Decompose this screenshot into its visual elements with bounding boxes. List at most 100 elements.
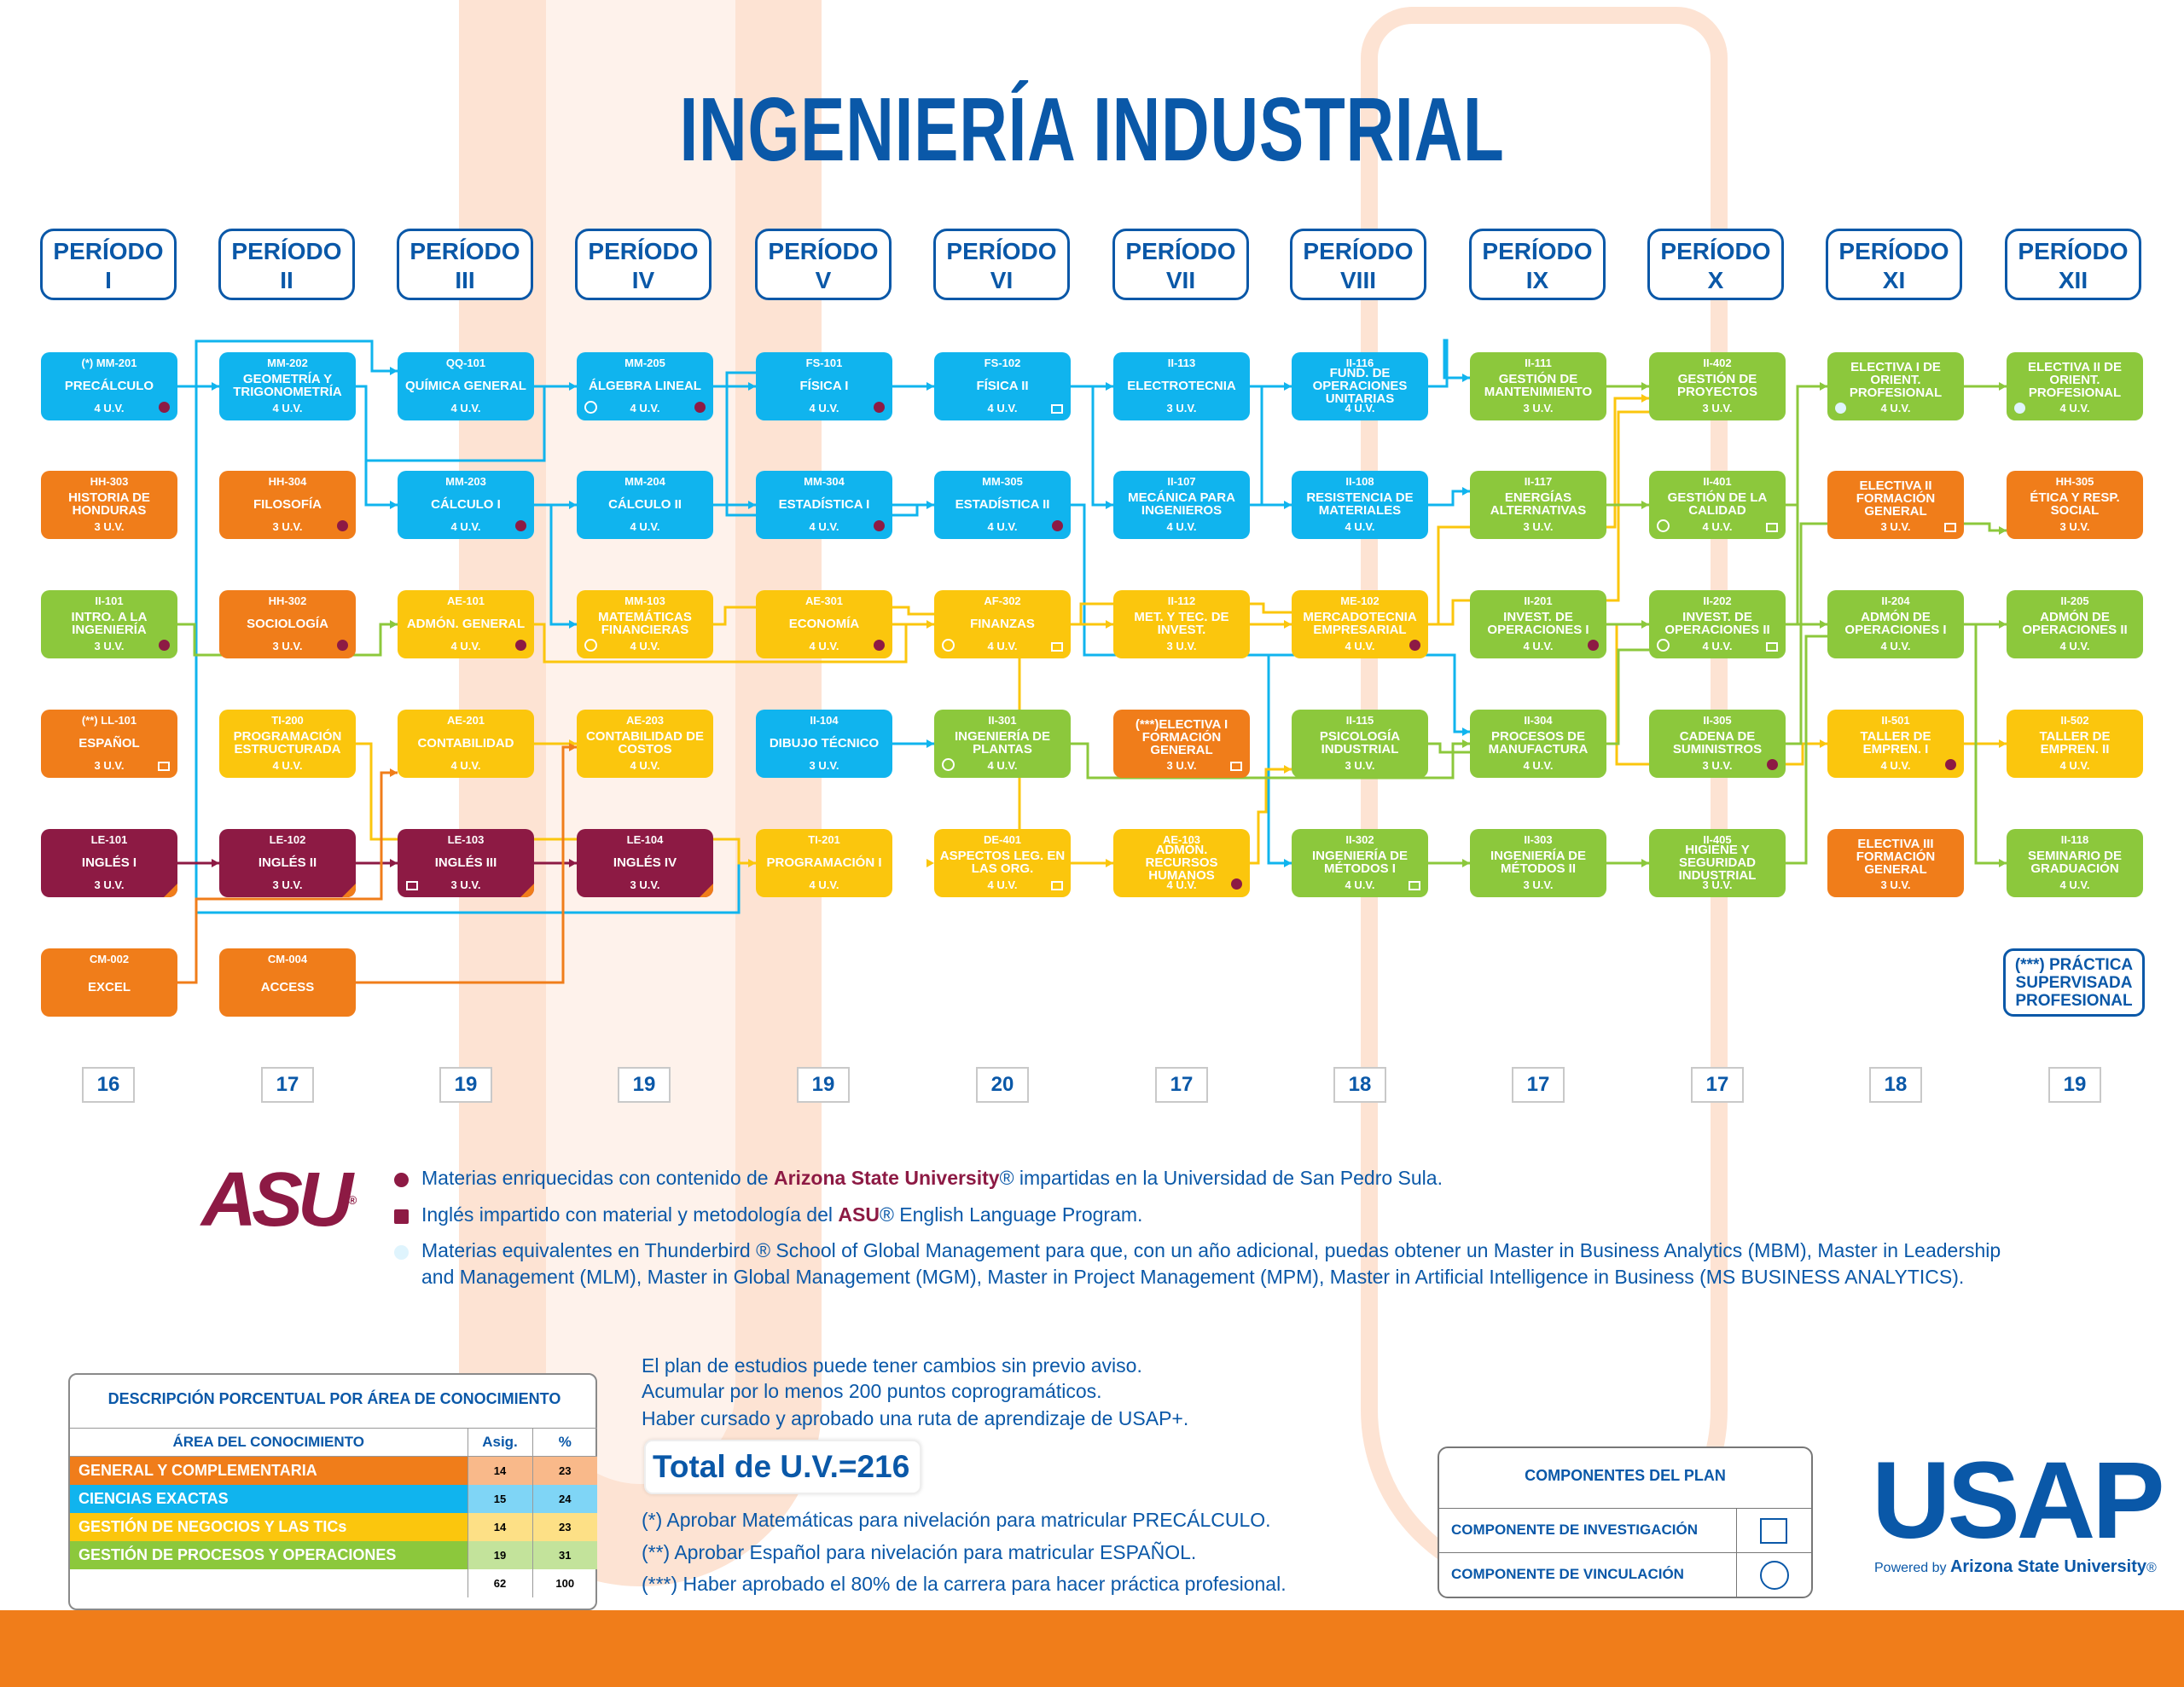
period-number: IV <box>631 267 655 293</box>
asu-dot-icon <box>159 402 170 413</box>
course-card: II-108 RESISTENCIA DE MATERIALES 4 U.V. <box>1292 471 1428 539</box>
arrowhead <box>1641 501 1649 509</box>
course-name: INGENIERÍA DE PLANTAS <box>955 729 1050 757</box>
course-code: FS-102 <box>984 357 1021 369</box>
connector-line <box>549 505 577 626</box>
period-header: PERÍODO I <box>40 229 177 300</box>
course-card: MM-205 ÁLGEBRA LINEAL 4 U.V. <box>577 352 713 420</box>
period-credit-total: 19 <box>439 1067 492 1103</box>
period-credit-total: 17 <box>1691 1067 1744 1103</box>
course-uv: 4 U.V. <box>1702 520 1733 533</box>
arrowhead <box>212 859 219 867</box>
course-uv: 4 U.V. <box>809 520 839 533</box>
course-card: II-401 GESTIÓN DE LA CALIDAD 4 U.V. <box>1649 471 1786 539</box>
plan-row-investigacion: COMPONENTE DE INVESTIGACIÓN <box>1439 1508 1811 1553</box>
plan-row-separator <box>1736 1553 1737 1597</box>
arrowhead <box>1641 620 1649 629</box>
course-code: TI-201 <box>808 833 840 846</box>
course-uv: 4 U.V. <box>1345 640 1375 652</box>
legend-item2-text-end: ® English Language Program. <box>879 1203 1143 1226</box>
plan-row-vinculacion: COMPONENTE DE VINCULACIÓN <box>1439 1552 1811 1597</box>
arrowhead <box>926 382 934 391</box>
arrowhead <box>569 859 577 867</box>
asu-dot-icon <box>1767 759 1778 770</box>
legend-item2-text: Inglés impartido con material y metodolo… <box>421 1203 833 1226</box>
plan-vinculacion-label: COMPONENTE DE VINCULACIÓN <box>1451 1566 1684 1582</box>
arrowhead <box>390 620 398 629</box>
course-uv: 4 U.V. <box>987 878 1018 891</box>
course-name: MET. Y TEC. DE INVEST. <box>1134 610 1229 637</box>
course-uv: 4 U.V. <box>1345 878 1375 891</box>
arrowhead <box>748 382 756 391</box>
course-name: ÁLGEBRA LINEAL <box>589 378 701 393</box>
course-code: CM-004 <box>267 953 308 965</box>
arrowhead <box>1106 620 1113 629</box>
course-name: ELECTIVA III FORMACIÓN GENERAL <box>1856 836 1936 877</box>
maroon-dot-icon <box>394 1173 409 1187</box>
course-code: II-104 <box>810 714 839 727</box>
course-code: MM-203 <box>445 475 486 488</box>
arrowhead <box>1999 382 2007 391</box>
period-label: PERÍODO <box>1838 238 1949 264</box>
period-number: VIII <box>1339 267 1376 293</box>
course-code: II-401 <box>1703 475 1732 488</box>
course-card: AE-201 CONTABILIDAD 4 U.V. <box>398 710 534 778</box>
period-label: PERÍODO <box>1303 238 1414 264</box>
course-uv: 4 U.V. <box>1880 402 1911 415</box>
course-code: II-111 <box>1525 357 1552 369</box>
course-name: TALLER DE EMPREN. II <box>2039 729 2111 757</box>
period-number: VII <box>1165 267 1196 293</box>
asu-dot-icon <box>515 520 526 531</box>
note-2: Acumular por lo menos 200 puntos coprogr… <box>642 1380 1102 1402</box>
course-card: II-113 ELECTROTECNIA 3 U.V. <box>1113 352 1250 420</box>
course-code: AF-302 <box>984 594 1021 607</box>
course-card: FS-102 FÍSICA II 4 U.V. <box>934 352 1071 420</box>
arrowhead <box>390 768 398 777</box>
square-icon <box>1760 1518 1787 1544</box>
course-card: LE-103 INGLÉS III 3 U.V. <box>398 829 534 897</box>
arrowhead <box>1106 382 1113 391</box>
course-name: ADMÓN DE OPERACIONES I <box>1844 610 1947 637</box>
course-card: II-205 ADMÓN DE OPERACIONES II 4 U.V. <box>2007 590 2143 658</box>
course-code: II-502 <box>2060 714 2089 727</box>
thunderbird-dot-icon <box>1835 403 1846 414</box>
course-uv: 3 U.V. <box>1523 878 1554 891</box>
corner-flag-icon <box>520 884 534 897</box>
period-number: V <box>815 267 832 293</box>
research-square-icon <box>1051 404 1063 414</box>
course-uv: 4 U.V. <box>450 402 481 415</box>
connector-line <box>1071 385 1113 507</box>
course-code: HH-304 <box>268 475 307 488</box>
course-card: II-201 INVEST. DE OPERACIONES I 4 U.V. <box>1470 590 1606 658</box>
connector-line <box>1428 339 1470 388</box>
course-uv: 4 U.V. <box>1345 402 1375 415</box>
course-code: AE-301 <box>804 594 844 607</box>
arrowhead <box>1820 382 1827 391</box>
course-name: HIGIENE Y SEGURIDAD INDUSTRIAL <box>1678 842 1757 883</box>
course-uv: 4 U.V. <box>1702 640 1733 652</box>
course-card: II-116 FUND. DE OPERACIONES UNITARIAS 4 U.… <box>1292 352 1428 420</box>
plan-components-box: COMPONENTES DEL PLAN COMPONENTE DE INVES… <box>1438 1446 1813 1598</box>
period-header: PERÍODO X <box>1647 229 1784 300</box>
course-card: LE-102 INGLÉS II 3 U.V. <box>219 829 356 897</box>
course-card: II-117 ENERGÍAS ALTERNATIVAS 3 U.V. <box>1470 471 1606 539</box>
course-uv: 3 U.V. <box>94 759 125 772</box>
course-code: AE-103 <box>1162 833 1201 846</box>
course-name: PROCESOS DE MANUFACTURA <box>1488 729 1589 757</box>
course-card: ME-102 MERCADOTECNIA EMPRESARIAL 4 U.V. <box>1292 590 1428 658</box>
period-credit-total: 18 <box>1333 1067 1386 1103</box>
area-pct: 24 <box>531 1484 597 1513</box>
footer-bar <box>0 1610 2184 1687</box>
course-card: AF-302 FINANZAS 4 U.V. <box>934 590 1071 658</box>
course-name: ADMÓN DE OPERACIONES II <box>2022 610 2128 637</box>
area-asig: 14 <box>467 1456 532 1485</box>
area-asig: 19 <box>467 1540 532 1569</box>
period-label: PERÍODO <box>588 238 699 264</box>
course-uv: 4 U.V. <box>272 402 303 415</box>
connector-line <box>356 742 756 865</box>
course-name: DIBUJO TÉCNICO <box>769 735 880 751</box>
outreach-circle-icon <box>942 758 955 771</box>
course-card: II-501 TALLER DE EMPREN. I 4 U.V. <box>1827 710 1964 778</box>
period-label: PERÍODO <box>410 238 520 264</box>
course-code: MM-204 <box>624 475 665 488</box>
